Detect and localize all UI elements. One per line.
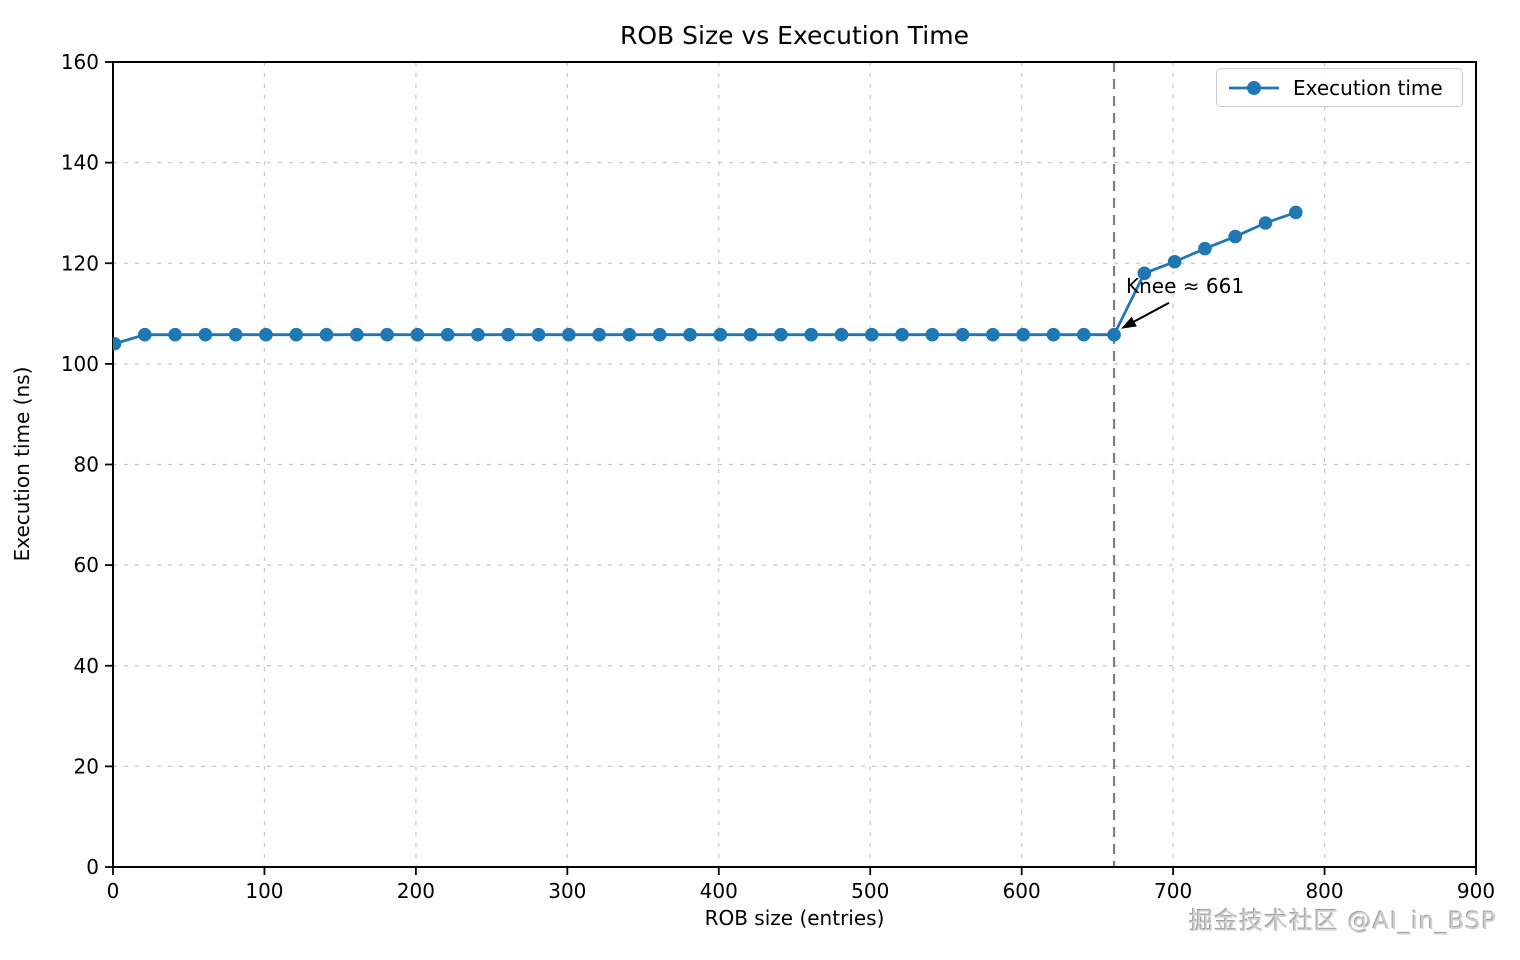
data-point-marker — [1198, 241, 1212, 256]
watermark: 掘金技术社区 @AI_in_BSP — [1189, 907, 1497, 935]
y-tick-label: 40 — [74, 654, 99, 678]
data-point-marker — [713, 327, 728, 342]
data-point-marker — [350, 327, 364, 342]
y-tick-label: 60 — [74, 553, 99, 577]
x-tick-label: 100 — [245, 879, 283, 903]
data-point-marker — [1258, 216, 1273, 230]
x-axis-label: ROB size (entries) — [704, 906, 885, 930]
x-tick-label: 200 — [397, 879, 435, 903]
series-line — [114, 211, 1297, 346]
y-tick-label: 140 — [61, 151, 99, 175]
data-point-marker — [986, 327, 1000, 342]
x-tick-label: 0 — [107, 879, 120, 903]
x-tick-label: 400 — [700, 879, 738, 903]
data-point-marker — [289, 327, 304, 342]
data-point-marker — [1167, 254, 1182, 269]
data-point-marker — [1076, 327, 1091, 342]
data-point-marker — [743, 327, 758, 342]
data-point-marker — [562, 327, 576, 342]
data-point-marker — [380, 327, 394, 342]
data-point-marker — [834, 327, 849, 342]
knee-arrow-head — [1121, 316, 1137, 329]
y-axis-label: Execution time (ns) — [10, 366, 34, 562]
legend-entry-execution-time: Execution time — [1293, 75, 1443, 100]
y-tick-label: 100 — [61, 352, 99, 376]
x-tick-label: 300 — [548, 879, 586, 903]
data-point-marker — [410, 327, 425, 342]
data-point-marker — [955, 327, 970, 342]
data-point-marker — [592, 327, 606, 342]
data-point-marker — [1137, 266, 1152, 281]
x-tick-label: 600 — [1003, 879, 1041, 903]
data-point-marker — [531, 327, 546, 342]
data-point-marker — [652, 327, 667, 342]
data-point-marker — [228, 327, 243, 342]
data-point-marker — [804, 327, 818, 342]
y-tick-label: 160 — [61, 50, 99, 74]
data-point-marker — [622, 327, 637, 342]
data-point-marker — [471, 327, 485, 342]
x-tick-label: 700 — [1154, 879, 1192, 903]
x-tick-label: 900 — [1457, 879, 1495, 903]
chart-title: ROB Size vs Execution Time — [620, 21, 969, 50]
x-tick-label: 800 — [1305, 879, 1343, 903]
plot-border — [112, 61, 1477, 868]
data-point-marker — [1107, 327, 1121, 342]
data-point-marker — [864, 327, 879, 342]
data-point-marker — [1016, 327, 1030, 342]
data-point-marker — [501, 327, 516, 342]
y-tick-label: 80 — [74, 453, 99, 477]
knee-annotation-label: Knee ≈ 661 — [1126, 274, 1245, 298]
legend: Execution time — [1216, 68, 1463, 107]
data-point-marker — [895, 327, 909, 342]
data-point-marker — [925, 327, 940, 342]
data-point-marker — [168, 327, 182, 342]
y-tick-label: 120 — [61, 251, 99, 275]
series-execution-time — [113, 205, 1303, 351]
data-point-marker — [1228, 229, 1243, 244]
data-point-marker — [259, 327, 273, 342]
knee-arrow — [1133, 301, 1170, 323]
data-point-marker — [440, 327, 455, 342]
data-point-marker — [1046, 327, 1061, 342]
data-point-marker — [138, 327, 152, 342]
data-point-marker — [198, 327, 213, 342]
data-point-marker — [113, 336, 122, 351]
y-tick-label: 20 — [74, 754, 99, 778]
data-point-marker — [1288, 205, 1303, 220]
data-point-marker — [319, 327, 334, 342]
data-point-marker — [774, 327, 788, 342]
data-point-marker — [683, 327, 697, 342]
y-tick-label: 0 — [86, 855, 99, 879]
legend-line-sample-icon — [1229, 80, 1279, 95]
x-tick-label: 500 — [851, 879, 889, 903]
